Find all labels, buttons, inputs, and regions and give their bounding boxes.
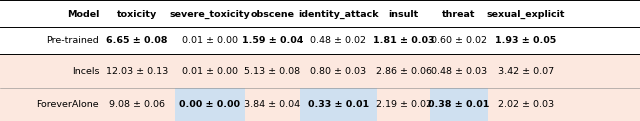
Text: 6.65 ± 0.08: 6.65 ± 0.08 [106,36,168,45]
Bar [430,88,488,121]
Text: Model: Model [67,10,99,19]
Text: 2.19 ± 0.02: 2.19 ± 0.02 [376,100,431,109]
Text: 1.59 ± 0.04: 1.59 ± 0.04 [242,36,303,45]
Text: 2.02 ± 0.03: 2.02 ± 0.03 [498,100,554,109]
Text: severe_toxicity: severe_toxicity [170,10,250,19]
Text: 0.00 ± 0.00: 0.00 ± 0.00 [179,100,241,109]
Bar [175,88,245,121]
Text: 1.81 ± 0.03: 1.81 ± 0.03 [372,36,435,45]
Text: 1.93 ± 0.05: 1.93 ± 0.05 [495,36,557,45]
Text: 5.13 ± 0.08: 5.13 ± 0.08 [244,67,300,76]
Text: Incels: Incels [72,67,99,76]
Bar [300,88,377,121]
Bar [0,54,640,121]
Text: 0.48 ± 0.02: 0.48 ± 0.02 [310,36,366,45]
Text: toxicity: toxicity [117,10,157,19]
Text: 0.01 ± 0.00: 0.01 ± 0.00 [182,36,238,45]
Text: 12.03 ± 0.13: 12.03 ± 0.13 [106,67,168,76]
Text: obscene: obscene [250,10,294,19]
Text: sexual_explicit: sexual_explicit [487,10,565,19]
Text: 0.60 ± 0.02: 0.60 ± 0.02 [431,36,487,45]
Text: 0.48 ± 0.03: 0.48 ± 0.03 [431,67,487,76]
Text: threat: threat [442,10,476,19]
Text: insult: insult [388,10,419,19]
Text: 3.42 ± 0.07: 3.42 ± 0.07 [498,67,554,76]
Text: 9.08 ± 0.06: 9.08 ± 0.06 [109,100,165,109]
Text: 2.86 ± 0.06: 2.86 ± 0.06 [376,67,431,76]
Text: Pre-trained: Pre-trained [47,36,99,45]
Text: identity_attack: identity_attack [298,10,378,19]
Text: 0.80 ± 0.03: 0.80 ± 0.03 [310,67,366,76]
Text: 3.84 ± 0.04: 3.84 ± 0.04 [244,100,300,109]
Text: 0.38 ± 0.01: 0.38 ± 0.01 [428,100,490,109]
Text: 0.33 ± 0.01: 0.33 ± 0.01 [308,100,369,109]
Text: ForeverAlone: ForeverAlone [36,100,99,109]
Text: 0.01 ± 0.00: 0.01 ± 0.00 [182,67,238,76]
